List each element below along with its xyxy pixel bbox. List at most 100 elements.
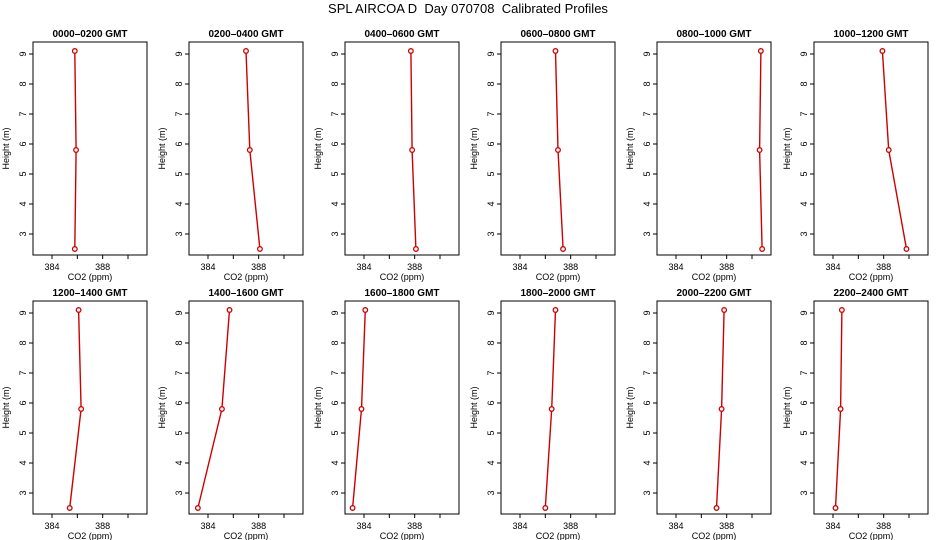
data-point <box>194 505 201 511</box>
y-tick-label: 4 <box>174 201 184 206</box>
panel-title: 1800–2000 GMT <box>520 288 595 299</box>
x-tick-label: 388 <box>719 521 734 531</box>
y-tick-label: 4 <box>18 201 28 206</box>
y-tick-label: 8 <box>18 81 28 86</box>
panel-title: 1400–1600 GMT <box>208 288 283 299</box>
y-axis-label: Height (m) <box>313 127 323 169</box>
y-tick-label: 6 <box>799 400 809 405</box>
y-tick-label: 8 <box>799 81 809 86</box>
plot-frame <box>656 300 772 515</box>
data-point <box>560 246 567 252</box>
panel-title: 1000–1200 GMT <box>833 29 908 40</box>
y-tick-label: 4 <box>642 201 652 206</box>
y-tick-label: 7 <box>174 111 184 116</box>
y-axis-label: Height (m) <box>625 386 635 428</box>
y-tick-label: 8 <box>18 340 28 345</box>
y-tick-label: 7 <box>18 370 28 375</box>
y-tick-label: 7 <box>18 111 28 116</box>
y-tick-label: 3 <box>642 231 652 236</box>
plot-frame <box>500 300 616 515</box>
data-point <box>407 48 414 54</box>
data-point <box>721 307 728 313</box>
y-tick-label: 8 <box>642 81 652 86</box>
y-tick-label: 3 <box>18 231 28 236</box>
figure-title: SPL AIRCOA D Day 070708 Calibrated Profi… <box>328 1 608 16</box>
y-tick-label: 9 <box>486 310 496 315</box>
data-point <box>552 48 559 54</box>
y-tick-label: 5 <box>18 430 28 435</box>
x-axis-label: CO2 (ppm) <box>536 531 581 540</box>
y-tick-label: 5 <box>174 171 184 176</box>
x-tick-label: 388 <box>876 262 891 272</box>
y-tick-label: 9 <box>642 51 652 56</box>
y-tick-label: 8 <box>174 340 184 345</box>
data-point <box>349 505 356 511</box>
x-tick-label: 388 <box>95 262 110 272</box>
y-tick-label: 5 <box>330 430 340 435</box>
data-point <box>358 406 365 412</box>
plot-frame <box>32 300 148 515</box>
data-point <box>362 307 369 313</box>
data-point <box>837 406 844 412</box>
data-point <box>256 246 263 252</box>
y-tick-label: 5 <box>642 171 652 176</box>
y-tick-label: 7 <box>486 111 496 116</box>
data-point <box>218 406 225 412</box>
y-tick-label: 4 <box>18 460 28 465</box>
data-point <box>757 48 764 54</box>
y-tick-label: 4 <box>799 201 809 206</box>
y-tick-label: 8 <box>642 340 652 345</box>
y-tick-label: 6 <box>18 400 28 405</box>
data-point <box>226 307 233 313</box>
x-tick-label: 388 <box>95 521 110 531</box>
y-tick-label: 5 <box>486 430 496 435</box>
x-axis-label: CO2 (ppm) <box>849 272 894 282</box>
y-tick-label: 4 <box>330 201 340 206</box>
y-axis-label: Height (m) <box>1 127 11 169</box>
y-tick-label: 6 <box>174 400 184 405</box>
data-point <box>71 246 78 252</box>
data-point <box>75 307 82 313</box>
y-tick-label: 9 <box>642 310 652 315</box>
x-axis-label: CO2 (ppm) <box>68 272 113 282</box>
y-tick-label: 4 <box>174 460 184 465</box>
x-tick-label: 384 <box>356 262 371 272</box>
x-tick-label: 388 <box>563 262 578 272</box>
y-tick-label: 3 <box>799 490 809 495</box>
y-axis-label: Height (m) <box>782 386 792 428</box>
y-tick-label: 6 <box>642 141 652 146</box>
data-point <box>555 147 561 153</box>
y-tick-label: 9 <box>330 51 340 56</box>
y-axis-label: Height (m) <box>1 386 11 428</box>
panel-title: 2200–2400 GMT <box>833 288 908 299</box>
data-point <box>552 307 559 313</box>
panel-title: 0200–0400 GMT <box>208 29 283 40</box>
y-tick-label: 3 <box>642 490 652 495</box>
x-tick-label: 384 <box>512 262 527 272</box>
data-point <box>903 246 910 252</box>
y-tick-label: 6 <box>486 400 496 405</box>
data-point <box>246 147 253 153</box>
y-tick-label: 6 <box>799 141 809 146</box>
x-tick-label: 384 <box>668 521 683 531</box>
x-axis-label: CO2 (ppm) <box>380 531 425 540</box>
y-tick-label: 7 <box>330 111 340 116</box>
y-tick-label: 7 <box>330 370 340 375</box>
data-point <box>409 147 416 153</box>
data-point <box>879 48 886 54</box>
data-point <box>756 147 763 153</box>
data-point <box>838 307 845 313</box>
x-axis-label: CO2 (ppm) <box>380 272 425 282</box>
y-tick-label: 3 <box>486 490 496 495</box>
y-tick-label: 3 <box>799 231 809 236</box>
panel-title: 1200–1400 GMT <box>52 288 127 299</box>
y-tick-label: 9 <box>486 51 496 56</box>
y-tick-label: 6 <box>174 141 184 146</box>
x-axis-label: CO2 (ppm) <box>692 531 737 540</box>
